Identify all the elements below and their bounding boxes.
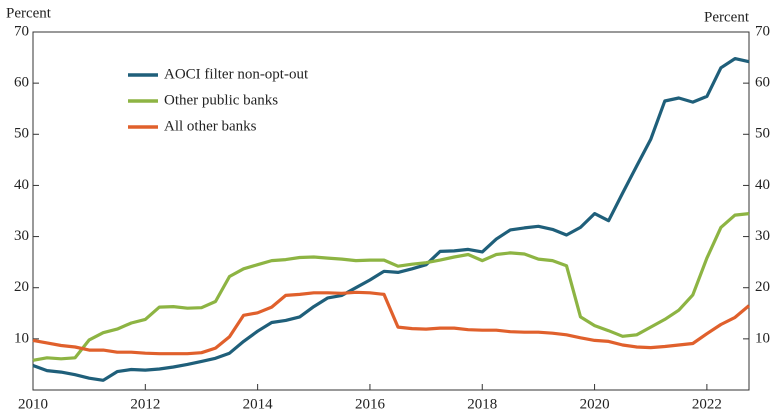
y2-tick-label: 30 (755, 228, 770, 244)
y2-tick-label: 50 (755, 126, 770, 142)
x-tick-label: 2020 (580, 396, 610, 412)
legend-label: AOCI filter non-opt-out (164, 66, 309, 82)
y2-tick-label: 70 (755, 23, 770, 39)
series-line (32, 57, 750, 382)
x-tick-label: 2014 (243, 396, 274, 412)
y2-tick-label: 10 (755, 330, 770, 346)
plot-frame (32, 31, 750, 391)
y-tick-label: 10 (14, 330, 29, 346)
y-tick-label: 30 (14, 228, 29, 244)
y-tick-label: 70 (14, 23, 29, 39)
legend-label: Other public banks (164, 92, 278, 108)
x-tick-label: 2012 (130, 396, 160, 412)
y2-tick-label: 40 (755, 177, 770, 193)
x-tick-label: 2018 (467, 396, 497, 412)
series-line (32, 290, 751, 356)
x-tick-label: 2022 (692, 396, 722, 412)
legend-label: All other banks (164, 118, 257, 134)
y2-axis-label: Percent (704, 9, 750, 25)
y-axis-label: Percent (6, 5, 52, 21)
y-tick-label: 20 (14, 279, 29, 295)
x-tick-label: 2016 (355, 396, 386, 412)
y2-tick-label: 60 (755, 75, 770, 91)
y-tick-label: 40 (14, 177, 29, 193)
y-tick-label: 60 (14, 75, 29, 91)
series-line (32, 212, 750, 362)
y-tick-label: 50 (14, 126, 29, 142)
x-tick-label: 2010 (18, 396, 48, 412)
y2-tick-label: 20 (755, 279, 770, 295)
